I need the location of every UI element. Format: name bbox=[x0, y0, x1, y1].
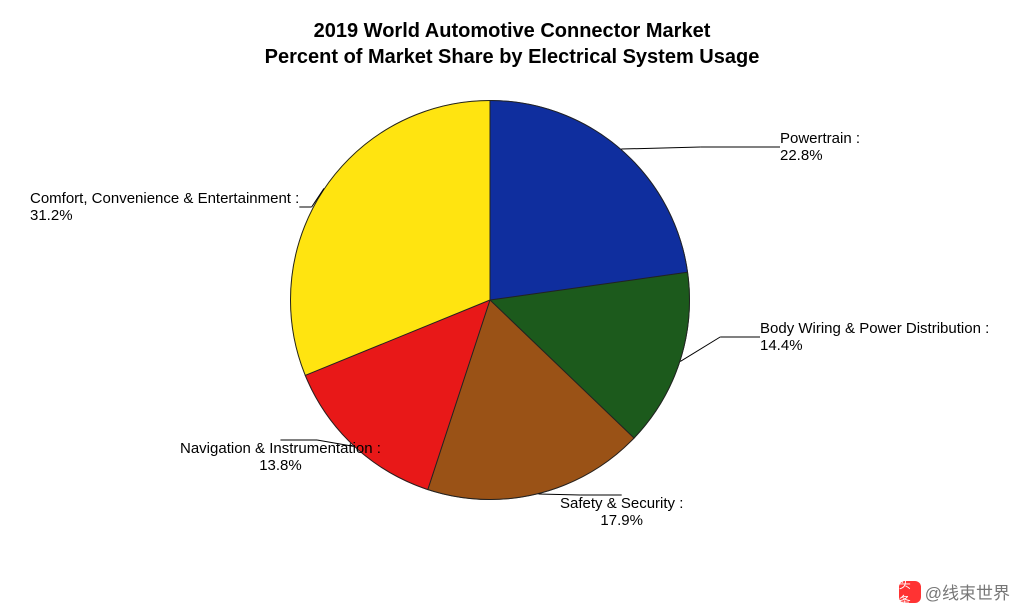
slice-label-text: Powertrain : bbox=[780, 130, 860, 147]
title-line-2: Percent of Market Share by Electrical Sy… bbox=[265, 46, 760, 68]
slice-percent: 31.2% bbox=[30, 207, 299, 224]
slice-label: Body Wiring & Power Distribution :14.4% bbox=[760, 320, 989, 354]
pie-chart: Powertrain :22.8% Body Wiring & Power Dis… bbox=[0, 80, 1024, 610]
title-line-1: 2019 World Automotive Connector Market bbox=[314, 20, 711, 42]
slice-label-text: Body Wiring & Power Distribution : bbox=[760, 320, 989, 337]
slice-label-text: Navigation & Instrumentation : bbox=[180, 440, 381, 457]
slice-label-text: Safety & Security : bbox=[560, 495, 683, 512]
watermark-text: @线束世界 bbox=[925, 579, 1010, 604]
chart-title: 2019 World Automotive Connector Market P… bbox=[0, 0, 1024, 70]
slice-percent: 14.4% bbox=[760, 337, 989, 354]
slice-percent: 17.9% bbox=[560, 512, 683, 529]
watermark-icon: 头条 bbox=[899, 581, 921, 603]
slice-percent: 22.8% bbox=[780, 147, 860, 164]
slice-label: Powertrain :22.8% bbox=[780, 130, 860, 164]
slice-percent: 13.8% bbox=[180, 457, 381, 474]
watermark: 头条 @线束世界 bbox=[899, 579, 1010, 604]
slice-label-text: Comfort, Convenience & Entertainment : bbox=[30, 190, 299, 207]
slice-label: Safety & Security :17.9% bbox=[560, 495, 683, 529]
slice-label: Comfort, Convenience & Entertainment :31… bbox=[30, 190, 299, 224]
slice-label: Navigation & Instrumentation :13.8% bbox=[180, 440, 381, 474]
